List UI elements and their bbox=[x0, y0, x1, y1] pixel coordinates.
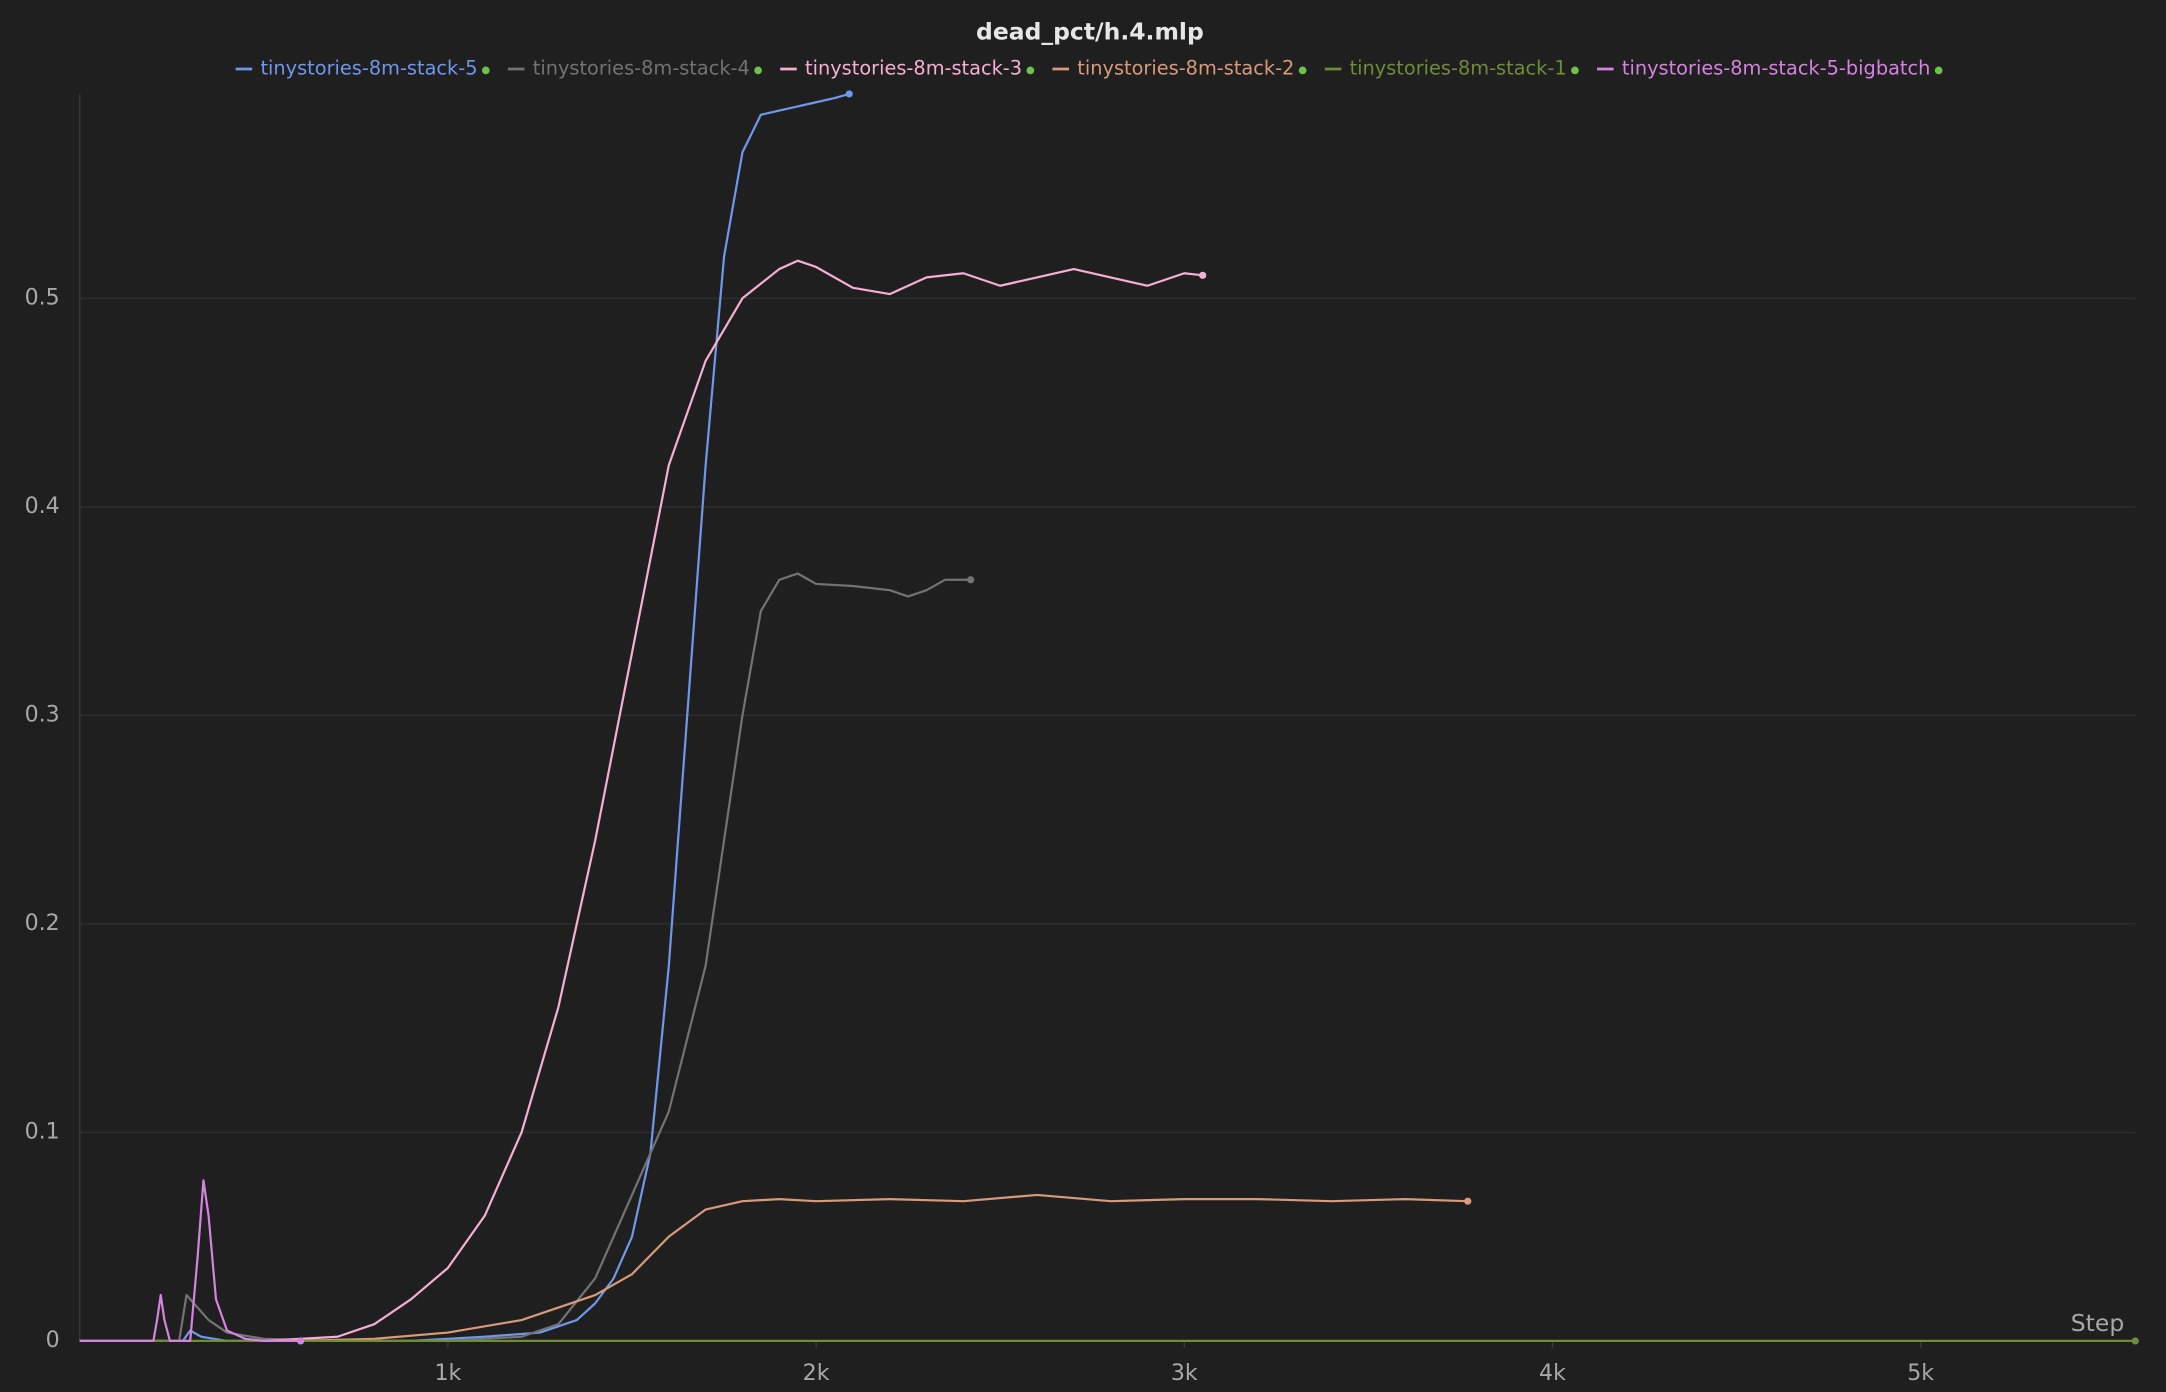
legend-label: tinystories-8m-stack-2 bbox=[1077, 57, 1294, 80]
legend-status bbox=[754, 66, 762, 75]
legend-status bbox=[1571, 66, 1579, 75]
end-point bbox=[1199, 271, 1207, 279]
legend-label: tinystories-8m-stack-1 bbox=[1350, 57, 1567, 80]
legend-label: tinystories-8m-stack-5-bigbatch bbox=[1622, 57, 1931, 80]
x-tick-label: 3k bbox=[1171, 1360, 1198, 1386]
legend-label: tinystories-8m-stack-5 bbox=[260, 57, 477, 80]
end-point bbox=[297, 1337, 305, 1345]
end-point bbox=[1464, 1197, 1472, 1205]
y-tick-label: 0.5 bbox=[25, 284, 60, 310]
y-tick-label: 0.4 bbox=[25, 493, 60, 519]
line bbox=[300, 1193, 1468, 1343]
end-point bbox=[845, 90, 853, 98]
y-tick-label: 0.1 bbox=[25, 1118, 60, 1144]
x-tick-label: 5k bbox=[1907, 1360, 1934, 1386]
legend-label: tinystories-8m-stack-4 bbox=[533, 57, 750, 80]
legend-status bbox=[1026, 66, 1035, 75]
legend-status bbox=[1298, 66, 1307, 75]
legend-status bbox=[481, 66, 490, 75]
x-tick-label: 4k bbox=[1539, 1360, 1566, 1386]
x-axis-label: Step bbox=[2071, 1309, 2124, 1337]
legend-label: tinystories-8m-stack-3 bbox=[805, 57, 1022, 80]
chart-title: dead_pct/h.4.mlp bbox=[976, 18, 1204, 46]
y-tick-label: 0 bbox=[46, 1327, 60, 1353]
x-tick-label: 2k bbox=[803, 1360, 830, 1386]
y-tick-label: 0.3 bbox=[25, 701, 60, 727]
legend-status bbox=[1934, 66, 1943, 75]
end-point bbox=[967, 576, 975, 584]
line bbox=[263, 259, 1203, 1343]
legend: tinystories-8m-stack-5 tinystories-8m-sta… bbox=[235, 57, 1943, 80]
end-point bbox=[2131, 1337, 2139, 1345]
line bbox=[79, 1179, 301, 1343]
line bbox=[79, 572, 971, 1343]
y-tick-label: 0.2 bbox=[25, 910, 60, 936]
x-tick-label: 1k bbox=[434, 1360, 461, 1386]
